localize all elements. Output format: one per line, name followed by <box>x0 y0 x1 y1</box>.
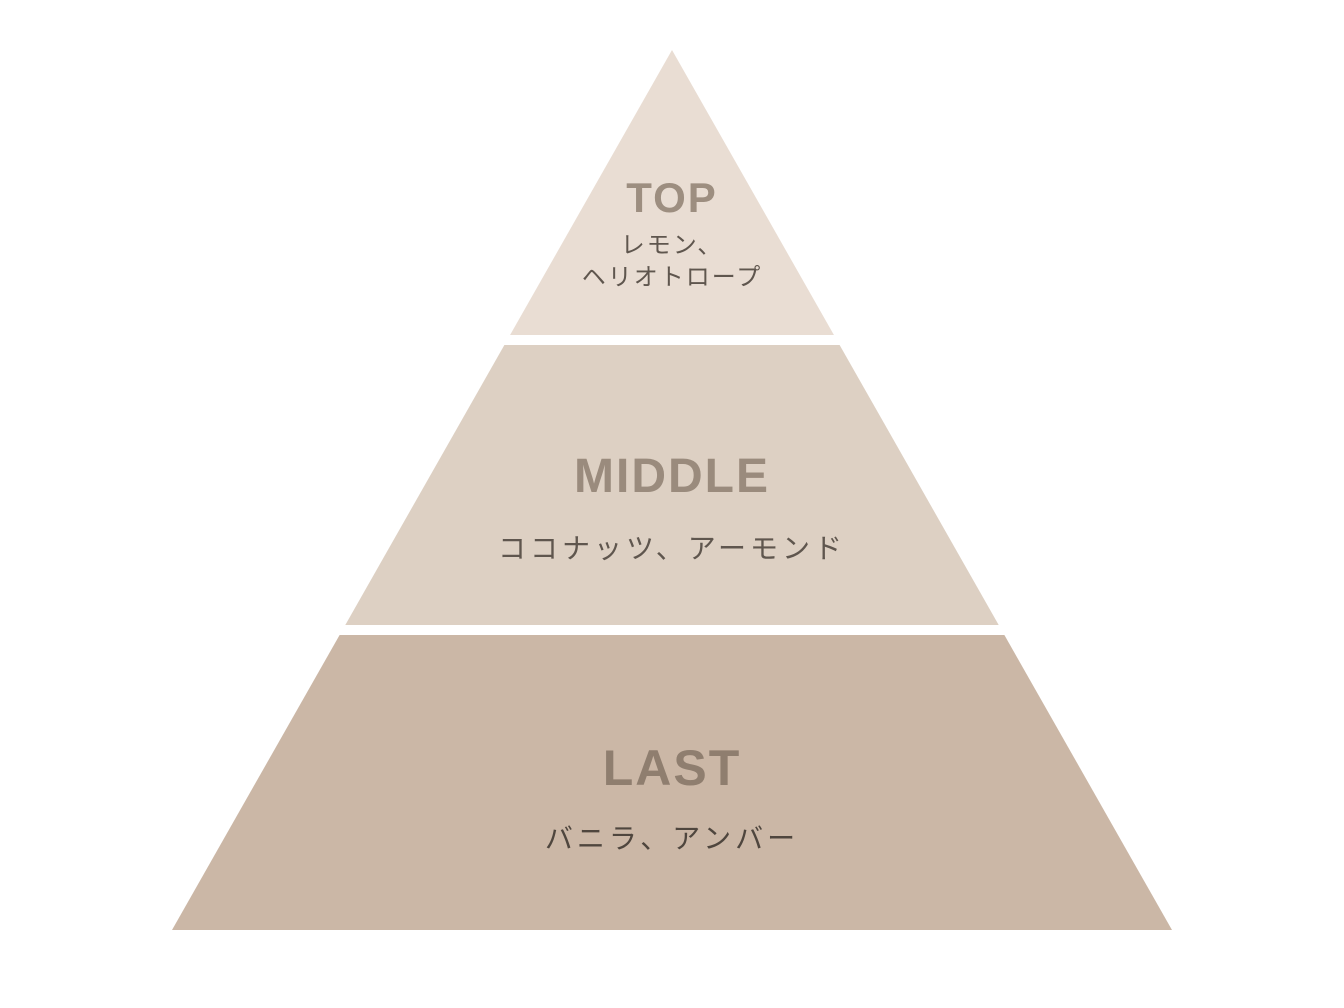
tier-top-title: TOP <box>0 170 1344 227</box>
tier-last-title: LAST <box>0 735 1344 803</box>
tier-middle-title: MIDDLE <box>0 445 1344 510</box>
tier-top-desc-line2: ヘリオトロープ <box>582 264 763 291</box>
tier-middle-description: ココナッツ、アーモンド <box>0 530 1344 568</box>
pyramid-infographic: TOP レモン、 ヘリオトロープ MIDDLE ココナッツ、アーモンド LAST… <box>0 0 1344 1008</box>
tier-top-desc-line1: レモン、 <box>621 232 724 259</box>
tier-top-description: レモン、 ヘリオトロープ <box>0 230 1344 295</box>
tier-last-description: バニラ、アンバー <box>0 820 1344 858</box>
